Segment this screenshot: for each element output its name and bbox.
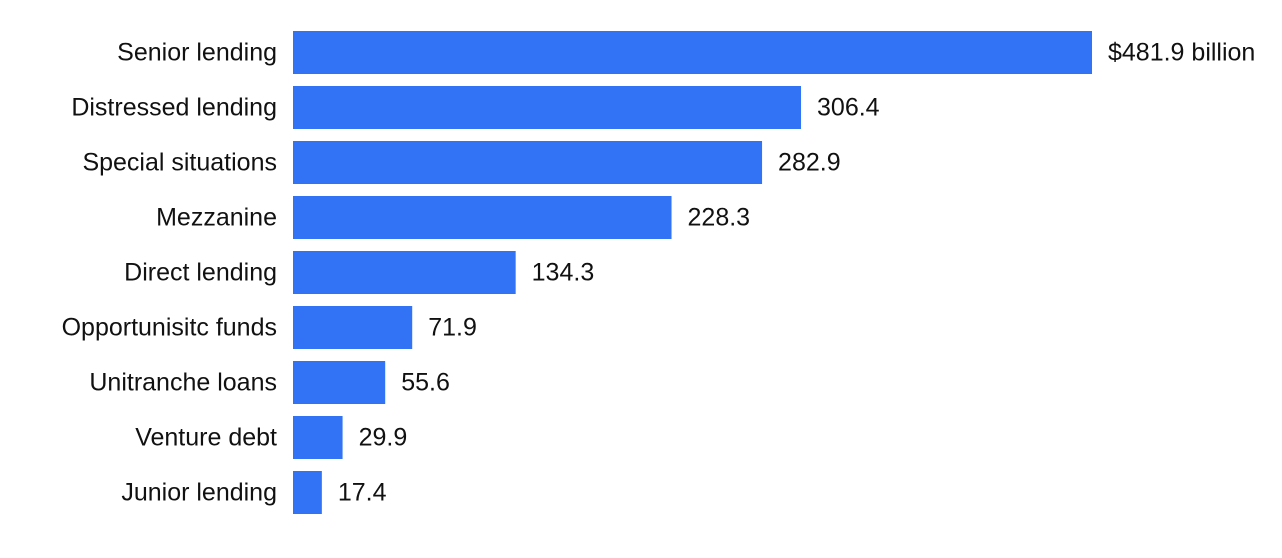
- value-label-opportunisitc-funds: 71.9: [428, 314, 477, 342]
- category-label-unitranche-loans: Unitranche loans: [89, 369, 277, 397]
- category-label-special-situations: Special situations: [82, 149, 277, 177]
- category-label-opportunisitc-funds: Opportunisitc funds: [62, 314, 277, 342]
- value-label-senior-lending: $481.9 billion: [1108, 39, 1255, 67]
- category-labels: Senior lending Distressed lending Special …: [62, 39, 277, 507]
- category-label-venture-debt: Venture debt: [135, 424, 277, 452]
- value-label-distressed-lending: 306.4: [817, 94, 880, 122]
- value-label-mezzanine: 228.3: [688, 204, 751, 232]
- category-label-senior-lending: Senior lending: [117, 39, 277, 67]
- value-label-unitranche-loans: 55.6: [401, 369, 450, 397]
- bar-junior-lending: [293, 471, 322, 514]
- value-label-junior-lending: 17.4: [338, 479, 387, 507]
- category-label-junior-lending: Junior lending: [121, 479, 277, 507]
- bar-venture-debt: [293, 416, 343, 459]
- category-label-direct-lending: Direct lending: [124, 259, 277, 287]
- bar-opportunisitc-funds: [293, 306, 413, 349]
- bar-mezzanine: [293, 196, 672, 239]
- bars: [293, 31, 1092, 514]
- value-label-direct-lending: 134.3: [532, 259, 595, 287]
- bar-special-situations: [293, 141, 763, 184]
- category-label-distressed-lending: Distressed lending: [71, 94, 277, 122]
- value-labels: $481.9 billion 306.4 282.9 228.3 134.3 71.9 55…: [338, 39, 1255, 507]
- bar-unitranche-loans: [293, 361, 386, 404]
- bar-distressed-lending: [293, 86, 802, 129]
- value-label-venture-debt: 29.9: [359, 424, 408, 452]
- bar-senior-lending: [293, 31, 1092, 74]
- value-label-special-situations: 282.9: [778, 149, 841, 177]
- bar-direct-lending: [293, 251, 516, 294]
- category-label-mezzanine: Mezzanine: [156, 204, 277, 232]
